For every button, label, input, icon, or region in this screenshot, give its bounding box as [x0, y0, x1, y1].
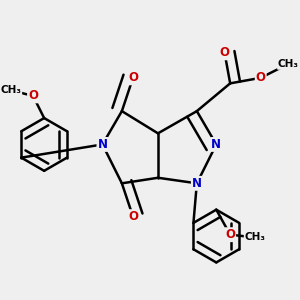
Text: O: O — [220, 46, 230, 59]
Text: N: N — [211, 138, 221, 151]
Text: N: N — [98, 138, 107, 151]
Text: O: O — [128, 71, 138, 84]
Text: CH₃: CH₃ — [278, 59, 299, 69]
Text: O: O — [28, 89, 38, 102]
Text: CH₃: CH₃ — [244, 232, 266, 242]
Text: CH₃: CH₃ — [0, 85, 21, 95]
Text: O: O — [256, 71, 266, 84]
Text: O: O — [225, 228, 235, 241]
Text: O: O — [128, 210, 138, 223]
Text: N: N — [192, 177, 202, 190]
